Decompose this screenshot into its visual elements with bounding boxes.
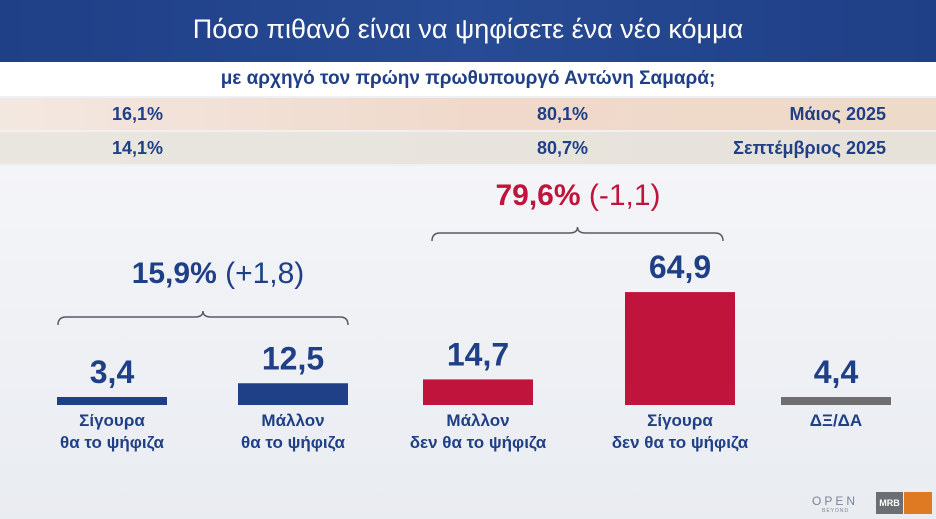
bar-value-label: 64,9	[649, 249, 711, 285]
period-label: Μάιος 2025	[789, 104, 886, 124]
no-percent: 80,7%	[537, 138, 589, 158]
title-bar	[0, 0, 936, 62]
yes-percent: 14,1%	[112, 138, 164, 158]
bar-value-label: 4,4	[814, 354, 859, 390]
bar-value-label: 14,7	[447, 336, 509, 372]
comparison-row-september: 14,1% 80,7% Σεπτέμβριος 2025	[0, 132, 936, 164]
group-brace-no	[431, 226, 724, 242]
category-label: δεν θα το ψήφιζα	[612, 433, 749, 452]
bar	[781, 397, 891, 405]
open-logo: OPEN	[812, 494, 859, 508]
category-label: θα το ψήφιζα	[241, 433, 346, 452]
bar-value-label: 3,4	[90, 354, 135, 390]
category-label: Μάλλον	[446, 411, 509, 430]
period-label: Σεπτέμβριος 2025	[733, 138, 886, 158]
open-logo-subtitle: BEYOND	[822, 508, 850, 514]
bar	[238, 383, 348, 405]
page-subtitle: με αρχηγό τον πρώην πρωθυπουργό Αντώνη Σ…	[220, 68, 716, 89]
mrb-badge-accent	[904, 492, 932, 514]
bar-value-label: 12,5	[262, 340, 324, 376]
mrb-logo: MRB	[876, 492, 932, 514]
category-label: Μάλλον	[261, 411, 324, 430]
mrb-badge: MRB	[876, 492, 903, 514]
bar	[625, 292, 735, 405]
chart-background	[0, 166, 936, 519]
page-title: Πόσο πιθανό είναι να ψηφίσετε ένα νέο κό…	[192, 14, 744, 44]
category-label: ΔΞ/ΔΑ	[810, 411, 862, 430]
yes-percent: 16,1%	[112, 104, 164, 124]
category-label: Σίγουρα	[647, 411, 713, 430]
category-label: δεν θα το ψήφιζα	[410, 433, 547, 452]
category-label: Σίγουρα	[79, 411, 145, 430]
category-label: θα το ψήφιζα	[60, 433, 165, 452]
bar	[57, 397, 167, 405]
bar	[423, 379, 533, 405]
group-total-no: 79,6% (-1,1)	[495, 179, 660, 212]
group-brace-yes	[57, 310, 349, 326]
comparison-row-may: 16,1% 80,1% Μάιος 2025	[0, 98, 936, 130]
no-percent: 80,1%	[537, 104, 589, 124]
subtitle-bar	[0, 62, 936, 96]
group-total-yes: 15,9% (+1,8)	[132, 257, 305, 290]
